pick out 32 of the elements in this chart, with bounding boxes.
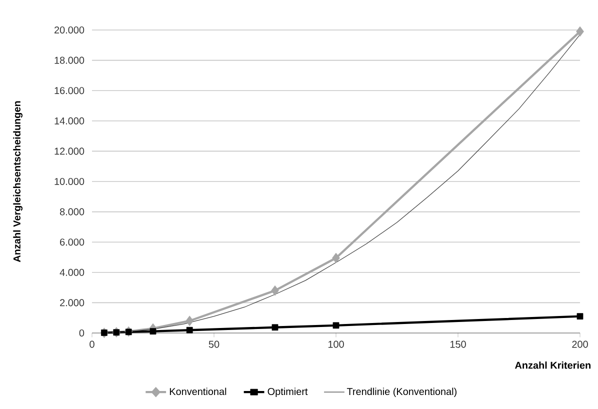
x-tick-label: 150 [450, 340, 466, 348]
point [332, 322, 340, 329]
y-tick-label: 6.000 [60, 238, 84, 246]
point [150, 328, 156, 335]
y-tick-label: 20.000 [54, 26, 84, 34]
x-tick-label: 100 [328, 340, 344, 348]
y-tick-label: 18.000 [54, 56, 84, 64]
y-tick-label: 2.000 [60, 299, 84, 306]
point [271, 285, 279, 296]
point [576, 313, 584, 320]
y-tick-label: 10.000 [54, 178, 84, 186]
y-axis-title: Anzahl Vergleichsentscheidungen [13, 101, 22, 262]
y-tick-label: 0 [79, 329, 84, 337]
y-tick-label: 12.000 [54, 148, 84, 155]
x-tick-label: 200 [572, 340, 588, 348]
point [186, 326, 193, 334]
legend-label: Trendlinie (Konventional) [346, 388, 456, 398]
x-tick-label: 50 [208, 340, 220, 348]
point [125, 328, 132, 336]
y-tick-label: 8.000 [60, 208, 84, 216]
point [272, 324, 278, 331]
point [186, 316, 194, 326]
x-tick-label: 0 [90, 340, 94, 348]
x-axis-title: Anzahl Kriterien [514, 361, 590, 369]
point [101, 330, 108, 336]
legend-label: Konventional [170, 388, 226, 396]
y-tick-label: 16.000 [54, 87, 84, 94]
y-tick-label: 14.000 [54, 117, 84, 124]
point [576, 26, 584, 37]
legend-label: Optimiert [268, 388, 308, 398]
point [332, 252, 340, 264]
y-tick-label: 4.000 [60, 268, 84, 276]
